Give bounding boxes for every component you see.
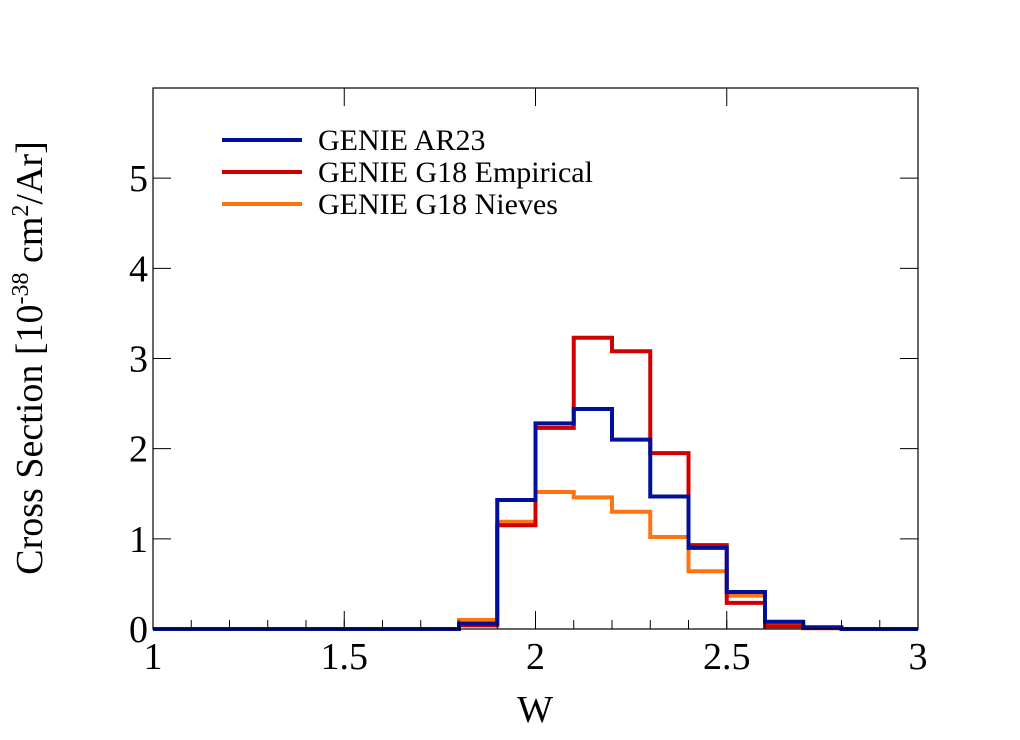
x-tick-label: 1.5 <box>321 636 369 678</box>
y-axis: 0 1 2 3 4 5 <box>129 158 918 651</box>
x-tick-label: 1 <box>144 636 163 678</box>
y-axis-title-main: Cross Section [10 <box>9 305 51 575</box>
legend-label: GENIE G18 Nieves <box>318 188 558 221</box>
y-tick-label: 3 <box>129 339 148 381</box>
y-tick-label: 0 <box>129 609 148 651</box>
y-axis-title-mid: cm <box>9 217 51 273</box>
x-tick-label: 2 <box>526 636 545 678</box>
x-axis-title: W <box>517 689 553 731</box>
y-axis-title-exp2: 2 <box>8 205 34 217</box>
legend-label: GENIE G18 Empirical <box>318 156 593 189</box>
x-tick-label: 2.5 <box>703 636 751 678</box>
y-axis-title-tail: /Ar] <box>9 141 51 204</box>
y-axis-title: Cross Section [10-38 cm2/Ar] <box>8 141 51 574</box>
legend-label: GENIE AR23 <box>318 124 486 157</box>
y-tick-label: 1 <box>129 519 148 561</box>
y-tick-label: 4 <box>129 248 148 290</box>
y-tick-label: 2 <box>129 429 148 471</box>
y-tick-label: 5 <box>129 158 148 200</box>
x-tick-label: 3 <box>909 636 928 678</box>
series-layer <box>153 335 918 631</box>
y-axis-title-exp: -38 <box>8 273 34 305</box>
x-axis: 1 1.5 2 2.5 3 <box>144 88 928 678</box>
